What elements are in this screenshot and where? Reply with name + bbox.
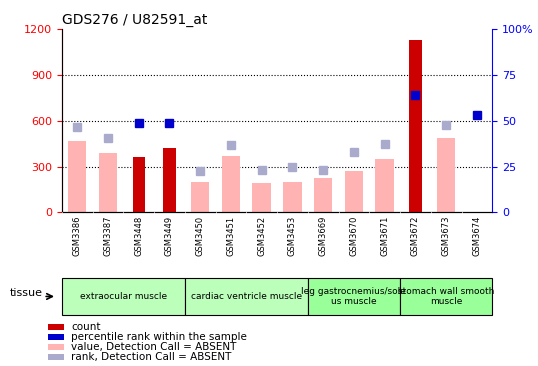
Text: rank, Detection Call = ABSENT: rank, Detection Call = ABSENT — [72, 352, 232, 362]
Bar — [400, 278, 492, 315]
Bar — [68, 141, 87, 212]
Bar — [345, 171, 363, 212]
Bar — [164, 148, 175, 212]
Text: GSM3670: GSM3670 — [349, 216, 358, 256]
Text: GSM3451: GSM3451 — [226, 216, 236, 256]
Bar — [252, 183, 271, 212]
Text: tissue: tissue — [9, 288, 43, 298]
Text: value, Detection Call = ABSENT: value, Detection Call = ABSENT — [72, 342, 237, 352]
Text: GSM3673: GSM3673 — [442, 216, 451, 256]
Text: GSM3450: GSM3450 — [196, 216, 205, 256]
Bar — [308, 278, 400, 315]
Text: count: count — [72, 322, 101, 332]
Text: percentile rank within the sample: percentile rank within the sample — [72, 332, 247, 342]
Text: GSM3453: GSM3453 — [288, 216, 297, 256]
Text: GSM3671: GSM3671 — [380, 216, 389, 256]
Text: GSM3449: GSM3449 — [165, 216, 174, 256]
Bar — [99, 153, 117, 212]
Text: cardiac ventricle muscle: cardiac ventricle muscle — [191, 292, 302, 301]
Bar — [191, 182, 209, 212]
Bar — [437, 138, 455, 212]
Bar — [283, 182, 302, 212]
Bar — [48, 335, 65, 340]
Text: GSM3387: GSM3387 — [103, 216, 112, 256]
Text: extraocular muscle: extraocular muscle — [80, 292, 167, 301]
Bar — [48, 344, 65, 350]
Text: stomach wall smooth
muscle: stomach wall smooth muscle — [398, 287, 494, 306]
Bar — [48, 355, 65, 360]
Text: GSM3448: GSM3448 — [134, 216, 143, 256]
Text: GSM3386: GSM3386 — [73, 216, 82, 256]
Text: GSM3452: GSM3452 — [257, 216, 266, 256]
Bar — [376, 159, 394, 212]
Bar — [132, 157, 145, 212]
Bar — [409, 40, 422, 212]
Text: GSM3672: GSM3672 — [411, 216, 420, 256]
Text: GSM3674: GSM3674 — [472, 216, 482, 256]
Bar — [185, 278, 308, 315]
Text: GSM3669: GSM3669 — [318, 216, 328, 256]
Bar — [222, 156, 240, 212]
Text: leg gastrocnemius/sole
us muscle: leg gastrocnemius/sole us muscle — [301, 287, 406, 306]
Bar — [62, 278, 185, 315]
Bar — [314, 178, 332, 212]
Text: GDS276 / U82591_at: GDS276 / U82591_at — [62, 13, 207, 27]
Bar — [48, 324, 65, 329]
